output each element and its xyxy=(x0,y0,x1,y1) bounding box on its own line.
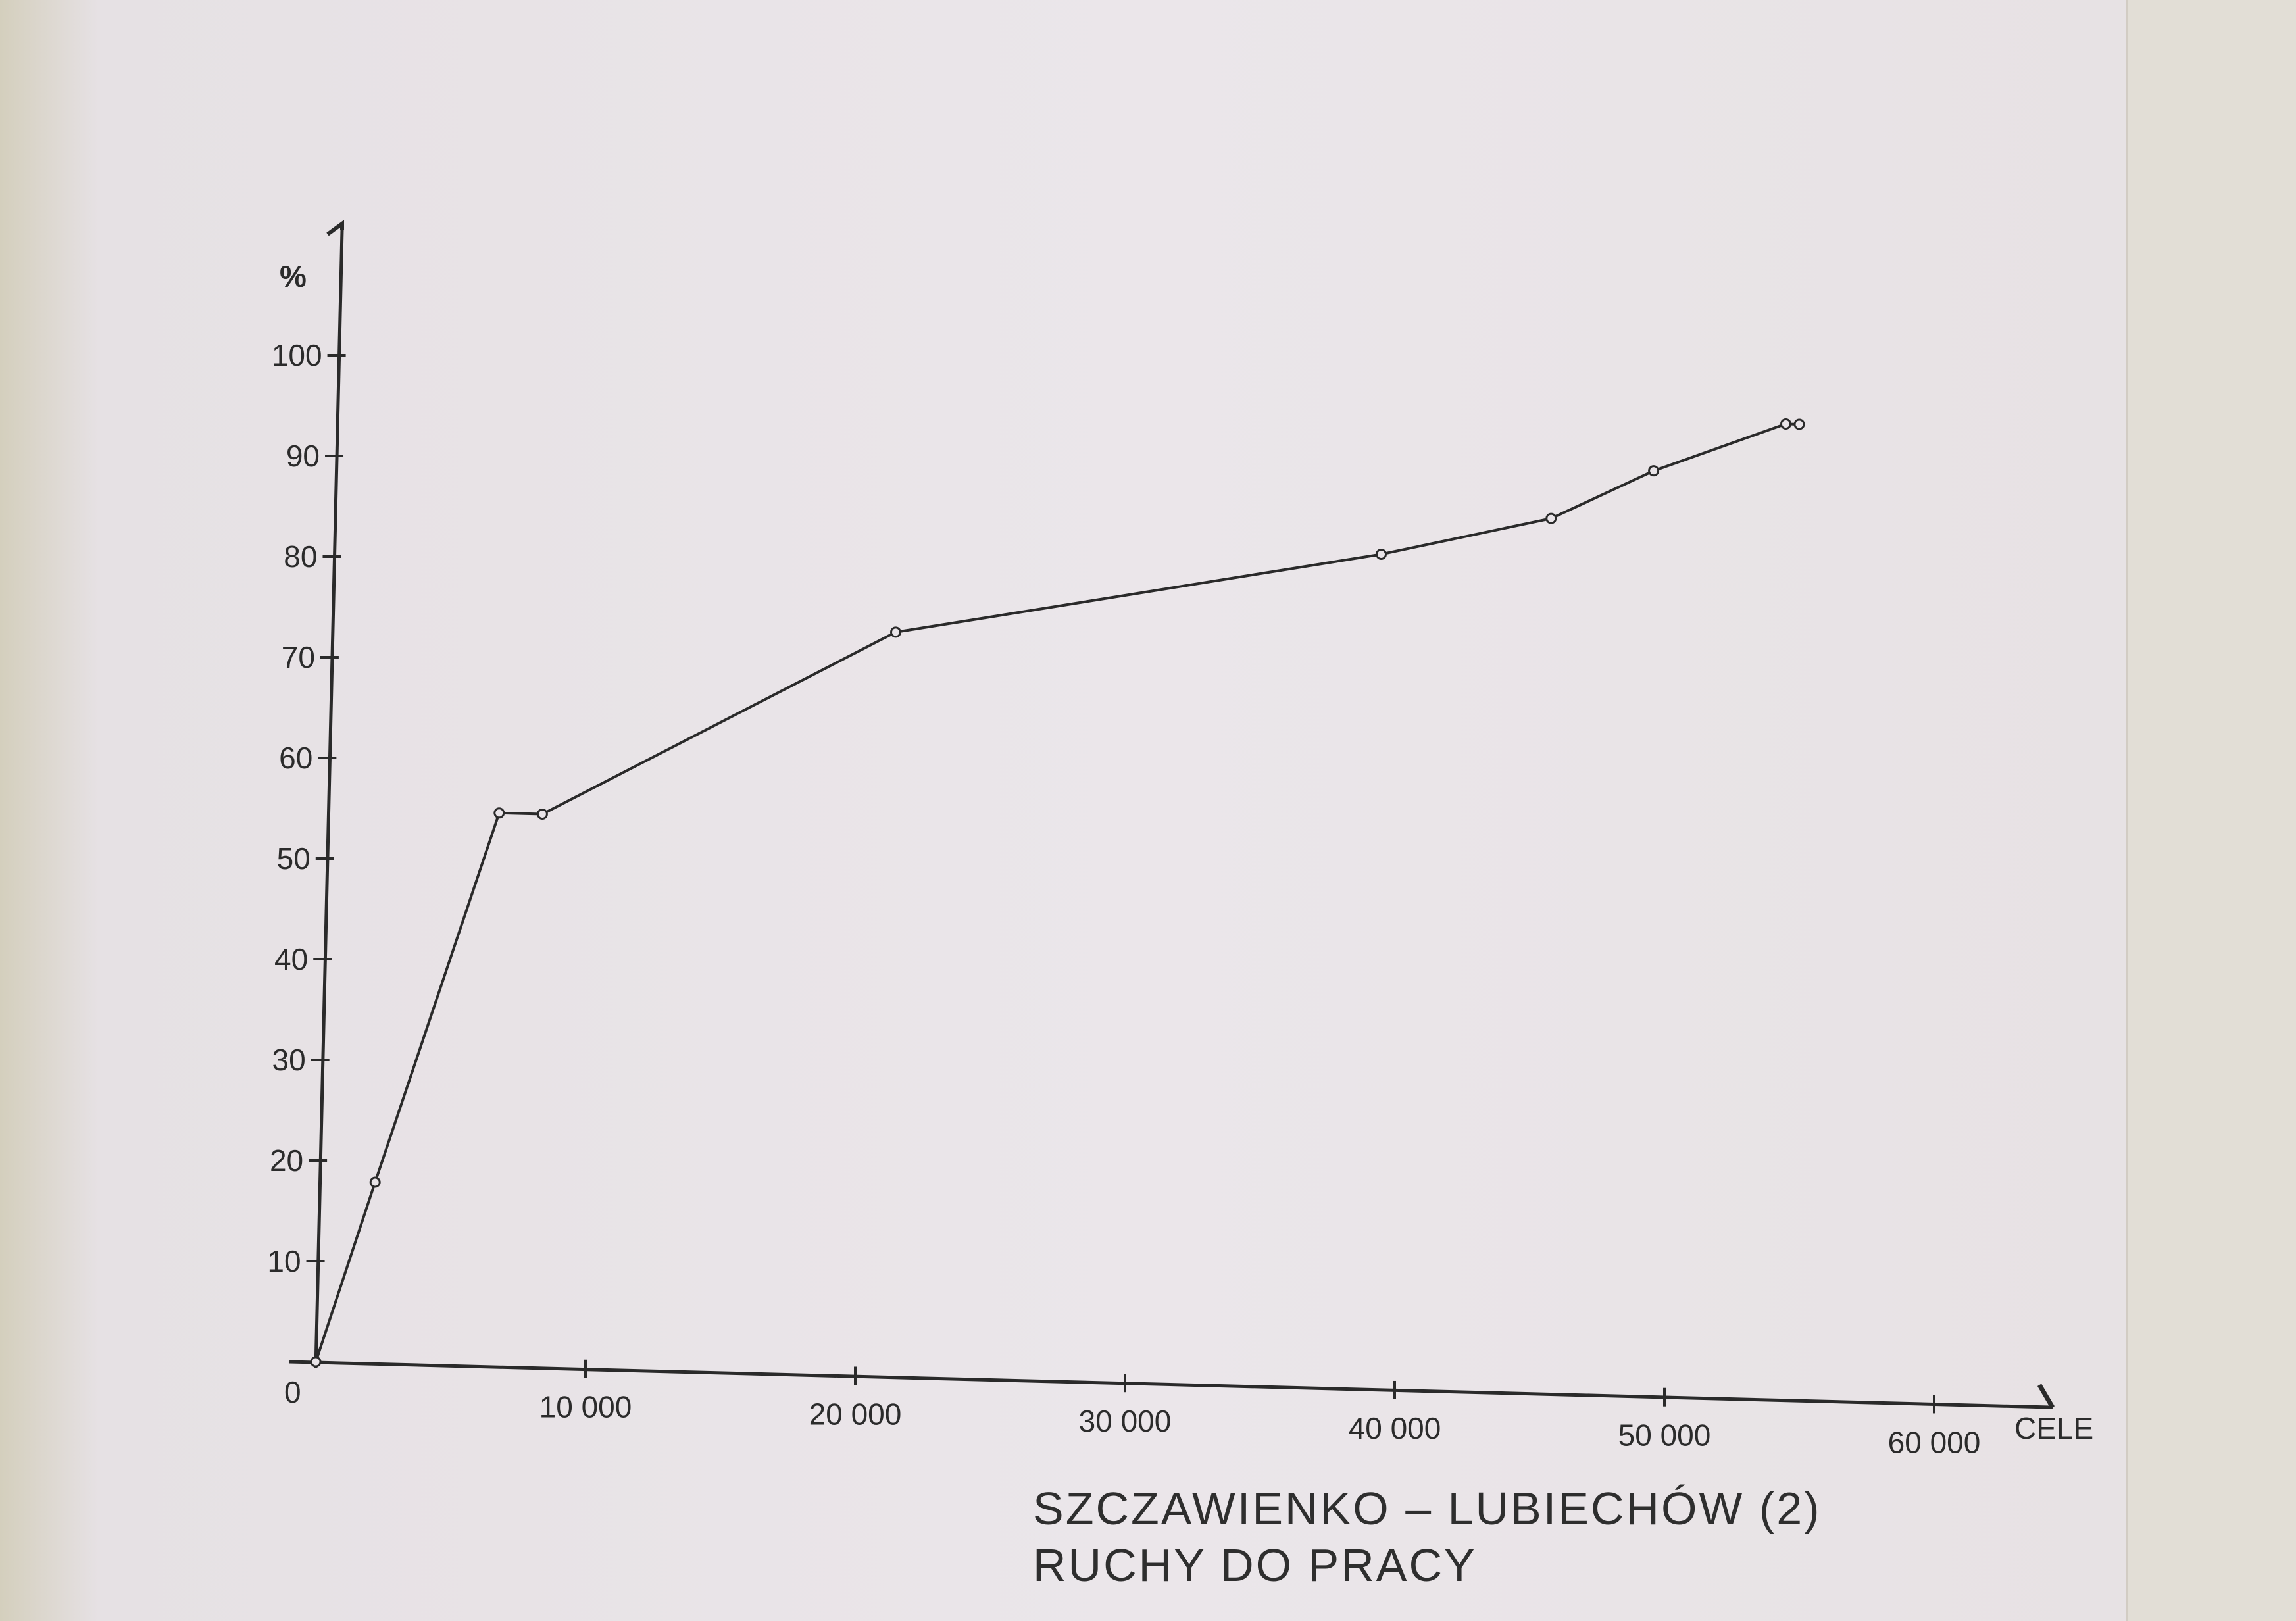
y-axis-arrow xyxy=(326,220,344,236)
data-point-0 xyxy=(310,1356,322,1368)
data-point-2 xyxy=(493,807,505,819)
y-tick-label-20: 20 xyxy=(270,1143,303,1178)
data-point-8 xyxy=(1780,418,1791,430)
data-point-3 xyxy=(536,809,548,820)
y-tick-label-60: 60 xyxy=(279,741,312,775)
data-point-6 xyxy=(1545,512,1557,524)
y-axis-ticks: 10 20 30 40 50 60 70 80 90 100 xyxy=(267,338,346,1278)
x-axis-arrow xyxy=(2037,1384,2055,1409)
y-tick-label-30: 30 xyxy=(272,1043,306,1077)
x-tick-label-40000: 40 000 xyxy=(1349,1411,1441,1445)
y-tick-label-40: 40 xyxy=(274,942,308,976)
data-point-1 xyxy=(369,1176,381,1188)
x-tick-label-60000: 60 000 xyxy=(1888,1425,1981,1459)
data-point-9 xyxy=(1793,418,1805,430)
x-tick-label-20000: 20 000 xyxy=(809,1397,902,1431)
y-tick-label-10: 10 xyxy=(267,1244,301,1278)
y-tick-label-50: 50 xyxy=(277,841,311,876)
y-axis-line xyxy=(314,230,344,1369)
origin-label: 0 xyxy=(284,1375,301,1409)
y-tick-label-70: 70 xyxy=(282,640,315,674)
data-point-7 xyxy=(1648,465,1660,477)
x-axis-label: CELE xyxy=(2014,1411,2093,1445)
x-tick-label-30000: 30 000 xyxy=(1079,1404,1172,1438)
y-tick-label-90: 90 xyxy=(286,439,320,473)
paper-edge-strip xyxy=(2126,0,2296,1621)
y-axis-label: % xyxy=(280,259,307,293)
chart-axes xyxy=(289,220,2055,1409)
y-tick-label-100: 100 xyxy=(272,338,322,372)
data-series xyxy=(310,418,1805,1368)
x-axis-line xyxy=(289,1360,2053,1409)
data-point-5 xyxy=(1376,549,1387,561)
data-point-4 xyxy=(890,626,901,638)
x-axis-ticks: 10 000 20 000 30 000 40 000 50 000 60 000 xyxy=(539,1359,1981,1459)
x-tick-label-10000: 10 000 xyxy=(539,1390,632,1424)
x-tick-label-50000: 50 000 xyxy=(1618,1418,1711,1453)
y-tick-label-80: 80 xyxy=(284,539,317,574)
chart-caption-line-2: RUCHY DO PRACY xyxy=(1033,1539,1477,1591)
chart-caption-line-1: SZCZAWIENKO – LUBIECHÓW (2) xyxy=(1033,1483,1822,1534)
series-line-0 xyxy=(314,422,1800,1362)
